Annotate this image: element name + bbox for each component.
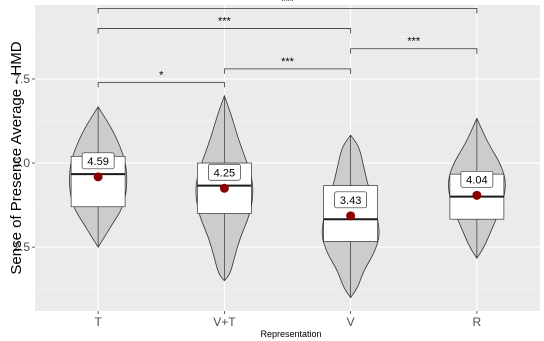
x-tick-label: T <box>94 315 102 329</box>
significance-label: * <box>159 69 164 81</box>
significance-bracket <box>97 7 478 14</box>
mean-point-V+T <box>219 183 229 193</box>
significance-label: *** <box>407 36 421 48</box>
x-tick-label: V <box>347 315 355 329</box>
x-axis-title: Representation <box>260 329 321 339</box>
significance-bracket <box>97 81 225 88</box>
mean-point-R <box>472 190 482 200</box>
mean-label-T: 4.59 <box>87 156 108 168</box>
mean-label-box-R <box>460 170 494 188</box>
mean-point-T <box>93 172 103 182</box>
mean-label-box-V+T <box>208 163 241 181</box>
mean-label-R: 4.04 <box>466 174 487 186</box>
y-axis-title: Sense of Presence Average - HMD <box>8 41 25 274</box>
x-tick-label: V+T <box>213 315 236 329</box>
significance-label: *** <box>281 56 295 68</box>
significance-label: *** <box>218 16 232 28</box>
significance-bracket <box>350 48 478 54</box>
y-tick-label: 5.0 <box>13 156 30 170</box>
significance-label: *** <box>281 0 295 7</box>
significance-bracket <box>223 68 352 74</box>
y-tick-label: 7.5 <box>13 72 30 86</box>
mean-label-box-V <box>334 191 367 209</box>
mean-label-V: 3.43 <box>340 195 361 207</box>
y-tick-label: 2.5 <box>13 240 30 254</box>
significance-bracket <box>97 28 352 34</box>
mean-point-V <box>346 211 356 221</box>
mean-label-V+T: 4.25 <box>214 167 235 179</box>
x-tick-label: R <box>473 315 482 329</box>
significance-brackets: ************* <box>97 0 478 88</box>
mean-label-box-T <box>81 152 115 170</box>
axes: 2.5 5.0 7.5 T V+T V R <box>13 72 481 329</box>
violins: 4.59 4.25 3.43 4.04 <box>69 94 506 299</box>
